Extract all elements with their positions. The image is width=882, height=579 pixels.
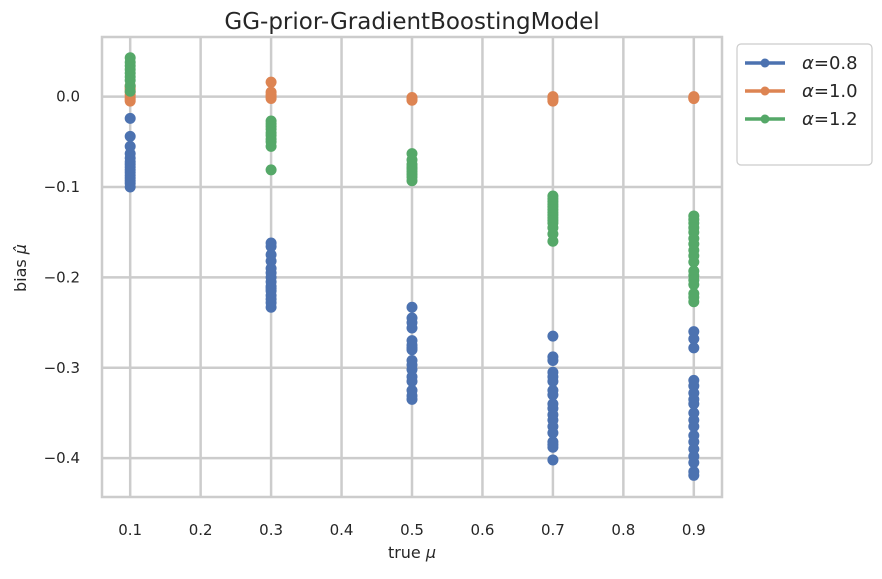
x-tick-label: 0.7: [541, 521, 565, 539]
y-axis-label-symbol: μ̂: [11, 244, 30, 255]
x-axis-ticks: 0.1 0.2 0.3 0.4 0.5 0.6 0.7 0.8 0.9: [118, 521, 705, 539]
x-tick-label: 0.3: [259, 521, 283, 539]
legend-label: α=0.8: [802, 53, 858, 74]
data-point: [688, 333, 700, 345]
data-point: [688, 92, 700, 104]
grid: [102, 37, 722, 497]
data-point: [265, 76, 277, 88]
plot-frame: [100, 35, 724, 499]
data-point: [265, 301, 277, 313]
legend-label-symbol: α: [802, 81, 814, 102]
legend-items: α=0.8α=1.0α=1.2: [745, 53, 858, 130]
data-point: [406, 393, 418, 405]
x-tick-label: 0.9: [682, 521, 706, 539]
data-point: [124, 181, 136, 193]
x-axis-label: true μ: [388, 543, 436, 562]
data-point: [547, 454, 559, 466]
y-tick-label: −0.2: [44, 268, 80, 286]
data-point: [124, 85, 136, 97]
legend-item-1: α=1.0: [745, 81, 858, 102]
data-point: [265, 140, 277, 152]
x-tick-label: 0.4: [330, 521, 354, 539]
series-0-points: [124, 112, 700, 481]
data-points: [124, 52, 700, 481]
x-tick-label: 0.8: [611, 521, 635, 539]
legend-item-0: α=0.8: [745, 53, 858, 74]
data-point: [124, 130, 136, 142]
data-point: [547, 375, 559, 387]
legend-label-value: =1.0: [814, 81, 858, 102]
y-axis-label-text: bias: [11, 254, 30, 292]
y-tick-label: −0.3: [44, 359, 80, 377]
x-axis-label-text: true: [388, 543, 426, 562]
data-point: [406, 322, 418, 334]
legend-label: α=1.2: [802, 109, 858, 130]
data-point: [406, 342, 418, 354]
legend-label-value: =0.8: [814, 53, 858, 74]
data-point: [688, 279, 700, 291]
data-point: [547, 330, 559, 342]
data-point: [406, 175, 418, 187]
series-1-points: [124, 76, 700, 107]
data-point: [688, 469, 700, 481]
data-point: [406, 375, 418, 387]
data-point: [688, 296, 700, 308]
data-point: [547, 441, 559, 453]
data-point: [688, 342, 700, 354]
y-tick-label: −0.4: [44, 449, 80, 467]
legend-item-2: α=1.2: [745, 109, 858, 130]
data-point: [547, 235, 559, 247]
legend-marker: [760, 114, 770, 124]
data-point: [688, 457, 700, 469]
data-point: [265, 241, 277, 253]
x-tick-label: 0.5: [400, 521, 424, 539]
legend-label-symbol: α: [802, 53, 814, 74]
data-point: [688, 398, 700, 410]
y-axis-ticks: 0.0 −0.1 −0.2 −0.3 −0.4: [44, 88, 80, 467]
data-point: [124, 95, 136, 107]
legend-marker: [760, 58, 770, 68]
x-tick-label: 0.2: [189, 521, 213, 539]
legend-label-symbol: α: [802, 109, 814, 130]
x-axis-label-symbol: μ: [425, 543, 436, 562]
legend-label-value: =1.2: [814, 109, 858, 130]
data-point: [547, 355, 559, 367]
data-point: [688, 421, 700, 433]
legend: α=0.8α=1.0α=1.2: [736, 43, 873, 166]
data-point: [265, 164, 277, 176]
data-point: [265, 92, 277, 104]
y-tick-label: −0.1: [44, 178, 80, 196]
data-point: [547, 95, 559, 107]
data-point: [406, 94, 418, 106]
y-axis-label: bias μ̂: [11, 244, 30, 292]
legend-label: α=1.0: [802, 81, 858, 102]
series-2-points: [124, 52, 700, 308]
data-point: [547, 427, 559, 439]
x-tick-label: 0.6: [471, 521, 495, 539]
legend-box: [736, 43, 873, 166]
data-point: [688, 256, 700, 268]
data-point: [406, 301, 418, 313]
chart-title: GG-prior-GradientBoostingModel: [224, 9, 599, 35]
legend-marker: [760, 86, 770, 96]
data-point: [547, 389, 559, 401]
x-tick-label: 0.1: [118, 521, 142, 539]
data-point: [124, 112, 136, 124]
y-tick-label: 0.0: [56, 88, 80, 106]
